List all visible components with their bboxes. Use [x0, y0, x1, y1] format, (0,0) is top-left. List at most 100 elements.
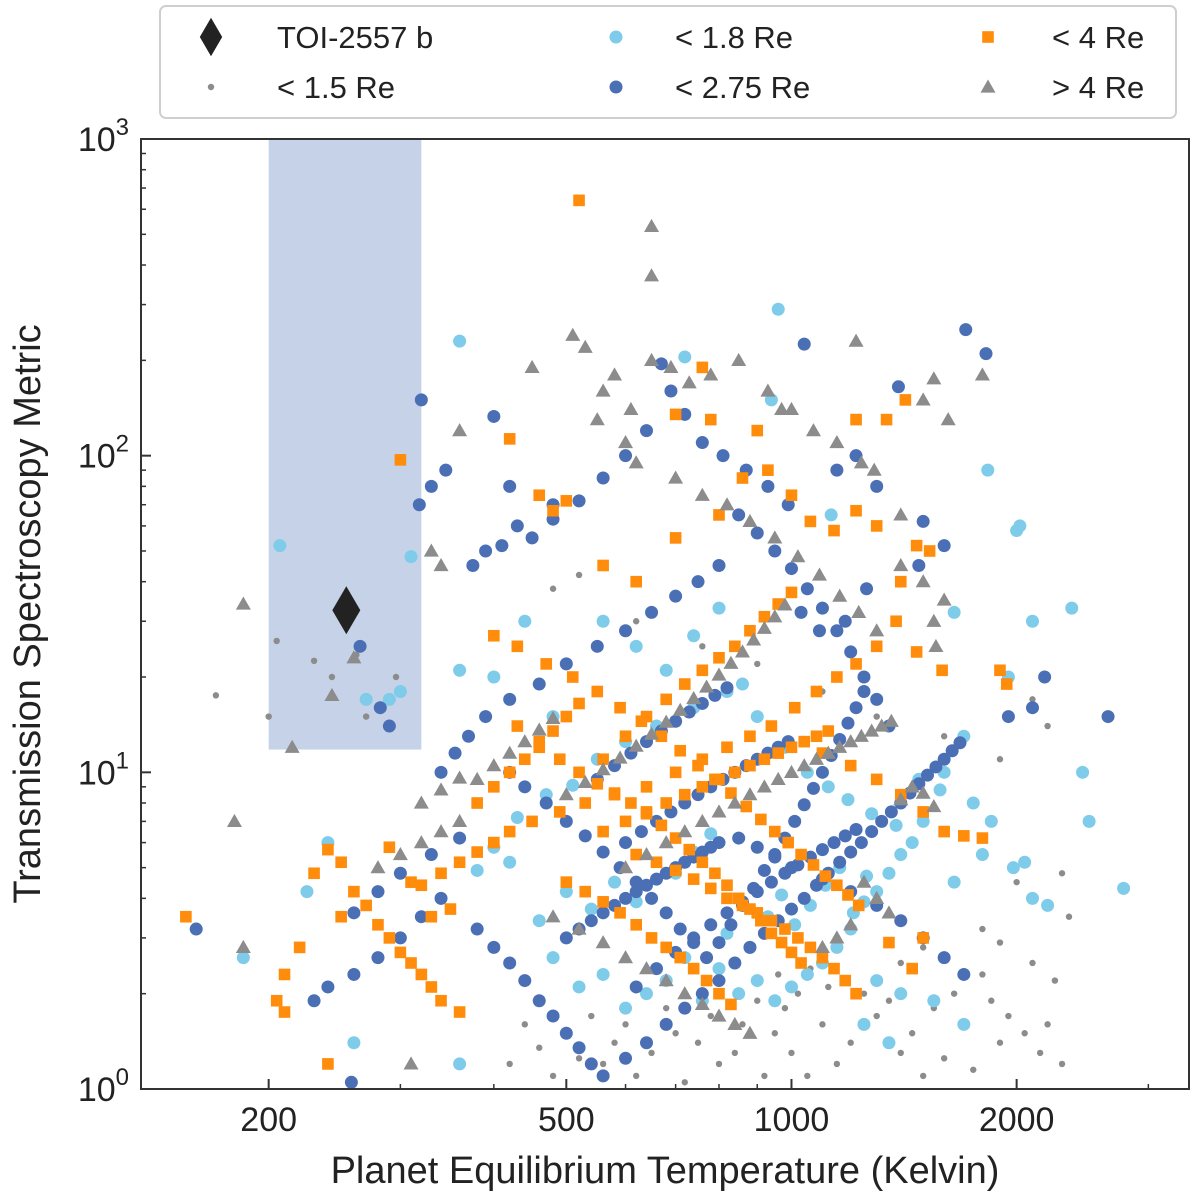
data-point-series-3: [415, 879, 428, 892]
data-point-series-0: [662, 1004, 670, 1012]
data-point-series-1: [510, 811, 524, 825]
data-point-series-3: [348, 885, 360, 898]
legend: TOI-2557 b < 1.5 Re < 1.8 Re < 2.75 Re < 4 R…: [159, 5, 1177, 119]
data-point-series-0: [731, 1049, 739, 1057]
data-point-series-2: [732, 508, 746, 522]
data-point-series-4: [881, 905, 897, 919]
data-point-series-3: [729, 766, 741, 779]
data-point-series-3: [765, 914, 778, 927]
data-point-series-1: [640, 987, 654, 1001]
data-point-series-3: [744, 759, 756, 772]
data-point-series-3: [669, 532, 682, 544]
data-point-series-1: [1025, 614, 1039, 628]
data-point-series-1: [559, 885, 573, 899]
data-point-series-2: [945, 744, 959, 758]
data-point-series-4: [469, 771, 485, 786]
data-point-series-3: [645, 932, 658, 944]
data-point-series-4: [628, 455, 644, 469]
data-point-series-2: [664, 384, 678, 398]
data-point-series-3: [704, 413, 717, 426]
data-point-series-0: [761, 1072, 768, 1080]
data-point-series-2: [849, 822, 863, 836]
data-point-series-3: [655, 730, 668, 743]
data-point-series-3: [758, 610, 771, 623]
data-point-series-2: [479, 544, 493, 558]
data-point-series-2: [510, 519, 524, 533]
data-point-series-3: [852, 899, 865, 912]
data-point-series-3: [488, 836, 500, 849]
data-point-series-2: [712, 936, 726, 950]
data-point-series-3: [732, 892, 745, 905]
data-point-series-2: [959, 323, 973, 337]
data-point-series-0: [1036, 1049, 1044, 1057]
data-point-series-3: [591, 685, 604, 698]
data-point-series-2: [503, 692, 517, 706]
data-point-series-1: [572, 980, 586, 994]
data-point-series-0: [1044, 1021, 1051, 1028]
data-point-series-1: [788, 918, 802, 932]
data-point-series-3: [850, 987, 862, 1000]
data-point-series-2: [957, 967, 971, 981]
data-point-series-4: [672, 702, 688, 716]
data-point-series-2: [659, 866, 673, 880]
data-point-series-2: [596, 1069, 610, 1083]
data-point-series-0: [648, 1049, 655, 1057]
data-point-series-0: [611, 1039, 618, 1046]
data-point-series-3: [842, 889, 854, 901]
data-point-series-4: [974, 367, 990, 381]
data-point-series-1: [1082, 814, 1096, 828]
data-point-series-0: [265, 713, 272, 720]
data-point-series-3: [696, 664, 709, 677]
data-point-series-2: [584, 914, 598, 928]
data-point-series-2: [669, 589, 683, 603]
data-point-series-0: [575, 1055, 583, 1062]
data-point-series-2: [189, 922, 203, 936]
data-point-series-3: [630, 848, 642, 861]
data-point-series-2: [629, 885, 643, 899]
data-point-series-3: [709, 773, 721, 786]
data-point-series-3: [573, 194, 585, 207]
data-point-series-2: [830, 463, 844, 477]
data-point-series-1: [453, 334, 467, 348]
data-point-series-4: [517, 734, 533, 748]
data-point-series-3: [958, 830, 970, 842]
data-point-series-0: [1058, 1060, 1066, 1068]
data-point-series-0: [794, 990, 802, 997]
data-point-series-0: [632, 618, 640, 625]
data-point-series-3: [785, 946, 798, 959]
data-point-series-3: [910, 646, 923, 658]
legend-marker-series-3: [982, 31, 994, 43]
data-point-series-4: [644, 726, 660, 740]
data-point-series-3: [560, 710, 573, 723]
data-point-series-3: [669, 408, 682, 421]
data-point-series-0: [536, 1044, 543, 1051]
data-point-series-2: [424, 848, 438, 862]
data-point-series-2: [434, 891, 448, 905]
data-point-series-1: [870, 974, 884, 988]
data-point-series-4: [843, 734, 859, 748]
data-point-series-3: [687, 962, 700, 975]
data-point-series-1: [894, 987, 908, 1001]
data-point-series-3: [660, 941, 672, 954]
data-point-series-2: [768, 850, 782, 864]
data-point-series-2: [920, 768, 934, 782]
data-point-series-2: [761, 479, 775, 493]
legend-marker-series-1: [609, 30, 623, 44]
data-point-series-4: [856, 874, 872, 888]
data-point-series-4: [805, 423, 821, 437]
data-point-series-4: [820, 745, 836, 759]
data-point-series-2: [743, 940, 757, 954]
data-point-series-2: [870, 692, 884, 706]
data-point-series-4: [433, 824, 449, 838]
data-point-series-2: [750, 526, 764, 540]
data-point-series-0: [754, 997, 761, 1004]
data-point-series-2: [695, 436, 709, 450]
data-point-series-3: [775, 936, 788, 949]
data-point-series-0: [310, 657, 318, 665]
data-point-series-1: [750, 710, 764, 724]
data-point-series-3: [906, 962, 918, 975]
data-point-series-3: [540, 658, 553, 670]
plot-frame: [140, 138, 1190, 1090]
data-point-series-0: [328, 673, 336, 681]
data-point-series-4: [893, 557, 909, 572]
